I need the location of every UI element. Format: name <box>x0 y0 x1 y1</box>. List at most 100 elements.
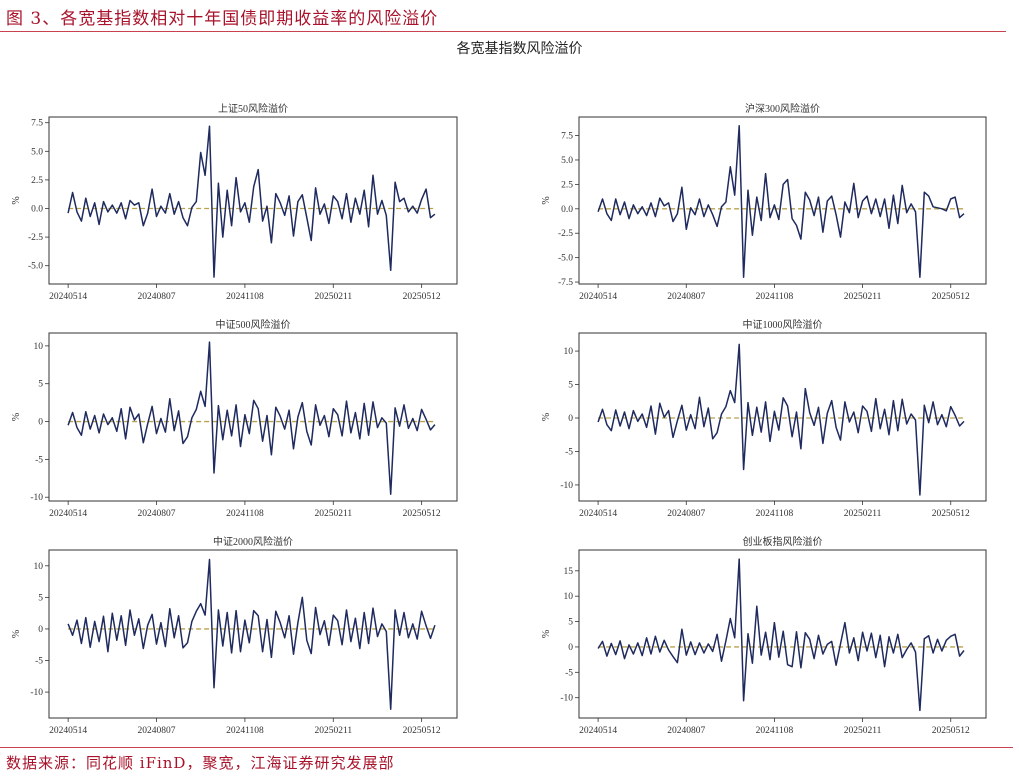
x-tick-label: 20250211 <box>844 726 882 736</box>
x-tick-label: 20240514 <box>579 509 617 519</box>
chart-suptitle: 各宽基指数风险溢价 <box>456 41 583 57</box>
y-tick-label: -2.5 <box>28 233 43 243</box>
x-tick-label: 20250512 <box>932 509 970 519</box>
subplot-5: 中证2000风险溢价% -10 -5 0 5 10 20240514 20240807 2024… <box>11 535 458 736</box>
x-tick-label: 20250211 <box>314 726 352 736</box>
y-tick-label: 0.0 <box>31 205 43 215</box>
y-axis-label: % <box>11 413 22 421</box>
y-tick-label: 5.0 <box>31 147 43 157</box>
x-tick-label: 20250512 <box>932 726 970 736</box>
y-tick-label: -10 <box>30 688 43 698</box>
y-tick-label: 7.5 <box>31 119 43 129</box>
y-tick-label: -5 <box>35 657 43 667</box>
axes-frame <box>48 549 458 719</box>
x-tick-label: 20250512 <box>403 509 441 519</box>
y-tick-label: 0 <box>38 418 43 428</box>
x-tick-label: 20240514 <box>49 292 87 302</box>
subplot-title: 创业板指风险溢价 <box>743 535 823 548</box>
subplot-title: 中证1000风险溢价 <box>743 318 823 331</box>
y-tick-label: 5 <box>38 380 43 390</box>
y-tick-label: 0 <box>568 414 573 424</box>
y-tick-label: 10 <box>564 347 574 357</box>
header-divider <box>0 31 1006 32</box>
x-tick-label: 20240807 <box>667 292 705 302</box>
subplot-3: 中证500风险溢价% -10 -5 0 5 10 20240514 20240807 20241… <box>11 318 458 519</box>
y-tick-label: 0 <box>38 625 43 635</box>
y-tick-label: 10 <box>34 562 44 572</box>
subplot-title: 中证2000风险溢价 <box>213 535 293 548</box>
y-tick-label: 5.0 <box>561 156 573 166</box>
x-tick-label: 20240807 <box>138 726 176 736</box>
risk-premium-series-line <box>597 558 965 712</box>
figure-title: 图 3、各宽基指数相对十年国债即期收益率的风险溢价 <box>6 9 439 29</box>
y-tick-label: -10 <box>30 493 43 503</box>
source-note: 数据来源：同花顺 iFinD，聚宽，江海证券研究发展部 <box>6 754 395 772</box>
y-tick-label: -5.0 <box>558 254 573 264</box>
x-tick-label: 20241108 <box>226 509 264 519</box>
y-tick-label: 0 <box>568 643 573 653</box>
x-tick-label: 20240514 <box>49 726 87 736</box>
y-tick-label: -5.0 <box>28 262 43 272</box>
y-axis-label: % <box>541 196 552 204</box>
y-tick-label: -10 <box>560 481 573 491</box>
y-axis-label: % <box>541 413 552 421</box>
x-tick-label: 20250512 <box>403 726 441 736</box>
y-tick-label: -2.5 <box>558 229 573 239</box>
risk-premium-series-line <box>597 125 965 278</box>
axes-frame <box>578 332 987 502</box>
x-tick-label: 20250512 <box>932 292 970 302</box>
y-tick-label: 10 <box>564 592 574 602</box>
y-tick-label: 2.5 <box>561 180 573 190</box>
y-tick-label: -10 <box>560 694 573 704</box>
y-tick-label: -5 <box>565 447 573 457</box>
risk-premium-series-line <box>597 343 965 496</box>
subplot-2: 沪深300风险溢价% -7.5 -5.0 -2.5 0.0 2.5 5.0 7.5 202405… <box>541 102 987 302</box>
risk-premium-series-line <box>67 125 436 278</box>
footer-divider <box>0 747 1013 748</box>
x-tick-label: 20250211 <box>314 509 352 519</box>
y-tick-label: -7.5 <box>558 278 573 288</box>
x-tick-label: 20250211 <box>314 292 352 302</box>
x-tick-label: 20241108 <box>756 509 794 519</box>
y-tick-label: 2.5 <box>31 176 43 186</box>
axes-frame <box>578 549 987 719</box>
x-tick-label: 20241108 <box>226 726 264 736</box>
axes-frame <box>48 116 458 285</box>
subplot-title: 上证50风险溢价 <box>218 102 288 115</box>
x-tick-label: 20240807 <box>138 292 176 302</box>
x-tick-label: 20250211 <box>844 509 882 519</box>
subplot-6: 创业板指风险溢价% -10 -5 0 5 10 15 20240514 20240807 2024… <box>541 535 987 736</box>
x-tick-label: 20250211 <box>844 292 882 302</box>
axes-frame <box>48 332 458 502</box>
y-tick-label: -5 <box>35 455 43 465</box>
y-tick-label: 7.5 <box>561 132 573 142</box>
x-tick-label: 20240514 <box>49 509 87 519</box>
y-tick-label: -5 <box>565 668 573 678</box>
y-tick-label: 10 <box>34 342 44 352</box>
x-tick-label: 20240807 <box>667 509 705 519</box>
x-tick-label: 20240807 <box>138 509 176 519</box>
x-tick-label: 20240514 <box>579 292 617 302</box>
risk-premium-series-line <box>67 341 436 495</box>
subplot-1: 上证50风险溢价% -5.0 -2.5 0.0 2.5 5.0 7.5 20240514 202… <box>11 102 458 302</box>
y-tick-label: 5 <box>568 618 573 628</box>
y-tick-label: 15 <box>564 567 574 577</box>
x-tick-label: 20241108 <box>756 726 794 736</box>
x-tick-label: 20241108 <box>756 292 794 302</box>
subplot-4: 中证1000风险溢价% -10 -5 0 5 10 20240514 20240807 2024… <box>541 318 987 519</box>
subplot-title: 沪深300风险溢价 <box>745 102 820 115</box>
x-tick-label: 20250512 <box>403 292 441 302</box>
x-tick-label: 20240514 <box>579 726 617 736</box>
axes-frame <box>578 116 987 285</box>
y-tick-label: 5 <box>568 381 573 391</box>
y-axis-label: % <box>11 196 22 204</box>
y-axis-label: % <box>11 630 22 638</box>
risk-premium-series-line <box>67 558 436 710</box>
y-tick-label: 0.0 <box>561 205 573 215</box>
x-tick-label: 20240807 <box>667 726 705 736</box>
subplot-title: 中证500风险溢价 <box>216 318 291 331</box>
x-tick-label: 20241108 <box>226 292 264 302</box>
y-tick-label: 5 <box>38 593 43 603</box>
y-axis-label: % <box>541 630 552 638</box>
